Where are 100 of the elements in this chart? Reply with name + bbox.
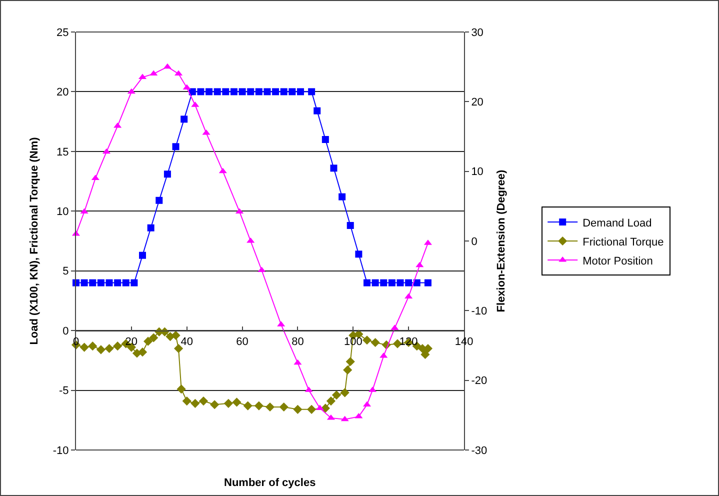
point (338, 193, 346, 200)
point (330, 164, 338, 172)
point (326, 396, 336, 406)
point (322, 136, 329, 143)
point (218, 168, 227, 174)
point (106, 279, 113, 286)
y2-tick-label: 0 (471, 236, 478, 248)
point (372, 279, 379, 286)
point (396, 279, 404, 286)
point (230, 88, 238, 96)
point (144, 336, 153, 346)
point (424, 279, 432, 286)
point (279, 402, 288, 412)
point (416, 262, 424, 268)
point (80, 279, 88, 286)
point (380, 279, 388, 286)
x-tick-label: 80 (292, 336, 304, 348)
point (222, 88, 230, 96)
point (138, 348, 148, 357)
point (265, 402, 275, 412)
legend-label: Demand Load (582, 217, 652, 230)
point (174, 344, 184, 354)
point (332, 390, 342, 400)
y-tick-label: 5 (62, 266, 69, 278)
legend-label: Motor Position (582, 255, 653, 268)
legend-label: Frictional Torque (582, 236, 664, 248)
point (370, 338, 380, 348)
point (182, 396, 192, 406)
y2-tick-label: -30 (471, 444, 488, 457)
point (364, 279, 370, 286)
point (89, 279, 96, 286)
point (214, 88, 221, 96)
point (254, 401, 264, 410)
point (405, 279, 412, 286)
y-tick-label: 20 (56, 86, 69, 99)
point (308, 88, 316, 96)
point (380, 352, 388, 358)
point (362, 336, 372, 345)
x-axis-title: Number of cycles (224, 477, 316, 489)
y-axis-title: Load (X100, KN), Frictional Torque (Nm) (28, 136, 41, 345)
y-tick-label: 15 (56, 146, 69, 158)
point (206, 88, 213, 96)
y-tick-label: 0 (62, 325, 69, 338)
point (156, 196, 163, 204)
point (147, 224, 154, 232)
y2-tick-label: 10 (471, 166, 484, 178)
point (180, 116, 188, 123)
point (176, 384, 186, 394)
point (413, 279, 420, 286)
point (174, 70, 183, 76)
point (420, 350, 430, 360)
y2-tick-label: -20 (471, 375, 488, 388)
point (340, 416, 349, 422)
point (96, 345, 106, 354)
point (139, 252, 146, 259)
point (346, 222, 354, 229)
point (88, 342, 98, 351)
point (296, 88, 304, 96)
x-tick-label: 60 (236, 336, 248, 348)
point (104, 344, 114, 354)
point (172, 143, 180, 150)
point (197, 88, 204, 96)
point (210, 400, 220, 410)
point (247, 88, 254, 96)
point (280, 88, 288, 96)
point (258, 266, 266, 272)
point (255, 88, 262, 96)
point (150, 70, 158, 76)
point (340, 388, 350, 398)
point (346, 357, 355, 366)
y2-tick-label: 30 (471, 26, 484, 39)
point (171, 330, 180, 340)
point (149, 333, 158, 342)
y-tick-label: 25 (56, 26, 69, 39)
point (388, 279, 396, 286)
y-tick-label: -10 (52, 444, 69, 457)
point (320, 404, 330, 413)
point (314, 107, 321, 114)
x-tick-label: 40 (180, 336, 193, 348)
point (163, 63, 172, 69)
point (272, 88, 280, 96)
point (343, 365, 352, 375)
point (164, 170, 171, 178)
point (122, 279, 130, 286)
point (307, 404, 316, 414)
point (238, 88, 246, 96)
y2-axis-title: Flexion-Extension (Degree) (495, 169, 508, 312)
point (113, 342, 122, 351)
point (91, 174, 100, 180)
point (288, 88, 296, 96)
point (97, 279, 104, 286)
point (224, 398, 233, 408)
point (130, 279, 138, 286)
y-tick-label: -5 (59, 385, 69, 398)
point (80, 342, 89, 352)
point (114, 279, 122, 286)
point (198, 396, 208, 406)
point (232, 398, 242, 407)
y2-tick-label: -10 (471, 306, 488, 318)
point (127, 88, 136, 94)
